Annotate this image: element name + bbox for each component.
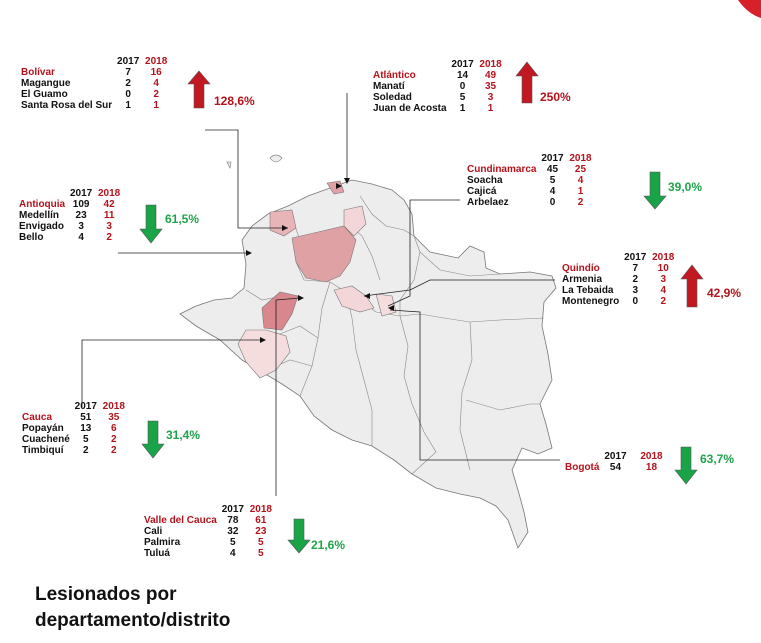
title-line-2: departamento/distrito — [35, 610, 231, 631]
trend-arrows — [139, 61, 704, 554]
panel-quindio: 2017 2018 Quindío 7 10 Armenia 2 3 La Tebaida… — [560, 252, 677, 307]
bogota-down-arrow — [674, 446, 698, 485]
leader-arrowheads — [246, 178, 394, 343]
department-cundinamarca — [375, 293, 397, 317]
year-2018-label: 2018 — [145, 56, 168, 67]
municipality-row: Magangue 2 4 — [21, 78, 159, 89]
bolivar-up-arrow — [187, 70, 211, 109]
department-quindio — [333, 285, 375, 313]
municipality-row: Palmira 5 5 — [144, 537, 264, 548]
department-name: Cauca — [22, 412, 53, 423]
bogota-change: 63,7% — [700, 452, 735, 466]
municipality-row: Tuluá 4 5 — [144, 548, 264, 559]
valle-down-arrow — [287, 518, 311, 554]
municipality-row: Envigado 3 3 — [19, 221, 112, 232]
municipality-row: Juan de Acosta 1 1 — [373, 103, 494, 114]
panel-bogota: 2017 2018 Bogotá 54 18 — [565, 451, 663, 473]
year-2017-label: 2017 — [117, 56, 140, 67]
panel-cauca: 2017 2018 Cauca 51 35 Popayán 13 6 Cuachené 5 2… — [20, 401, 128, 456]
antioquia-down-arrow — [139, 204, 163, 244]
bolivar-change: 128,6% — [214, 94, 255, 108]
department-name: Valle del Cauca — [144, 515, 217, 526]
cauca-down-arrow — [141, 420, 165, 459]
panel-cundinamarca: 2017 2018 Cundinamarca 45 25 Soacha 5 4 Cajic… — [465, 153, 594, 208]
municipality-row: Cali 32 23 — [144, 526, 267, 537]
department-name: Bogotá — [565, 462, 600, 473]
municipality-row: Popayán 13 6 — [22, 423, 117, 434]
municipality-row: Cajicá 4 1 — [467, 186, 584, 197]
corner-decoration — [738, 0, 761, 18]
department-sucre-cordoba — [343, 205, 367, 237]
department-valle — [261, 291, 299, 331]
panel-bolivar: 2017 2018 Bolívar 7 16 Magangue 2 4 El Guamo 0… — [19, 56, 170, 111]
department-2018: 16 — [150, 67, 162, 78]
country-outline — [179, 179, 557, 549]
islands — [226, 154, 283, 169]
valle-change: 21,6% — [311, 538, 346, 552]
municipality-row: Montenegro 0 2 — [562, 296, 666, 307]
department-name: Cundinamarca — [467, 164, 537, 175]
municipality-row: El Guamo 0 2 — [21, 89, 159, 100]
municipality-row: Arbelaez 0 2 — [467, 197, 584, 208]
municipality-row: Soledad 5 3 — [373, 92, 494, 103]
panel-atlantico: 2017 2018 Atlántico 14 49 Manatí 0 35 Soledad… — [371, 59, 505, 114]
page-title: Lesionados por departamento/distrito — [35, 582, 230, 634]
municipality-row: Medellín 23 11 — [19, 210, 115, 221]
cundinamarca-down-arrow — [643, 171, 667, 210]
antioquia-change: 61,5% — [165, 212, 200, 226]
department-bolivar — [269, 209, 297, 237]
quindio-change: 42,9% — [707, 286, 742, 300]
department-name: Quindío — [562, 263, 600, 274]
department-borders — [245, 195, 545, 475]
municipality-row: Cuachené 5 2 — [22, 434, 117, 445]
panel-valle: 2017 2018 Valle del Cauca 78 61 Cali 32 23 Pa… — [142, 504, 275, 559]
panel-antioquia: 2017 2018 Antioquia 109 42 Medellín 23 11 Env… — [17, 188, 123, 243]
title-line-1: Lesionados por — [35, 584, 177, 605]
department-name: Atlántico — [373, 70, 416, 81]
department-name: Antioquia — [19, 199, 66, 210]
municipality-row: Soacha 5 4 — [467, 175, 584, 186]
quindio-up-arrow — [680, 264, 704, 308]
atlantico-change: 250% — [540, 90, 571, 104]
leader-lines — [81, 93, 560, 496]
municipality-row: Timbiquí 2 2 — [22, 445, 117, 456]
atlantico-up-arrow — [515, 61, 539, 104]
municipality-row: Armenia 2 3 — [562, 274, 666, 285]
department-name: Bolívar — [21, 67, 55, 78]
municipality-row: Manatí 0 35 — [373, 81, 497, 92]
municipality-row: Bello 4 2 — [19, 232, 112, 243]
department-antioquia — [291, 225, 357, 283]
municipality-row: Santa Rosa del Sur 1 1 — [21, 100, 159, 111]
cundinamarca-change: 39,0% — [668, 180, 703, 194]
municipality-row: La Tebaida 3 4 — [562, 285, 666, 296]
department-2017: 7 — [125, 67, 131, 78]
department-atlantico — [326, 180, 345, 195]
cauca-change: 31,4% — [166, 428, 201, 442]
